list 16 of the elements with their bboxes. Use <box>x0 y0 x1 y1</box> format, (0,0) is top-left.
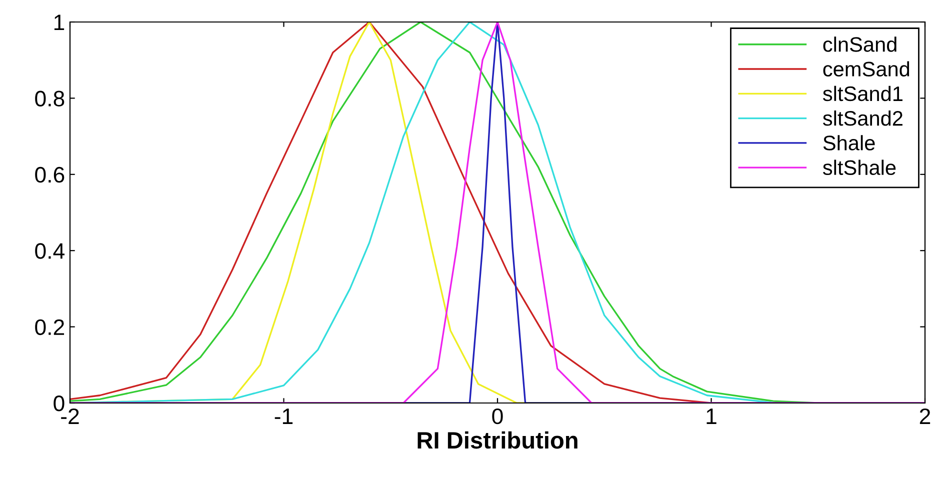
legend-label: sltShale <box>822 160 896 176</box>
x-tick-label: 0 <box>492 408 503 424</box>
y-tick-label: 0.6 <box>35 166 64 183</box>
x-tick-label: -1 <box>274 408 293 424</box>
x-axis-title: RI Distribution <box>418 431 578 449</box>
legend-label: sltSand2 <box>822 110 902 126</box>
legend-label: sltSand1 <box>822 86 902 102</box>
legend-label: cemSand <box>823 61 910 77</box>
y-tick-label: 1 <box>54 14 64 30</box>
x-tick-label: 2 <box>920 408 930 424</box>
x-tick-label: 1 <box>706 408 716 424</box>
legend-label: Shale <box>823 135 875 150</box>
y-tick-label: 0.2 <box>35 319 64 336</box>
y-tick-label: 0.8 <box>35 90 64 106</box>
legend-label: clnSand <box>823 36 896 52</box>
y-tick-label: 0.4 <box>35 243 64 259</box>
